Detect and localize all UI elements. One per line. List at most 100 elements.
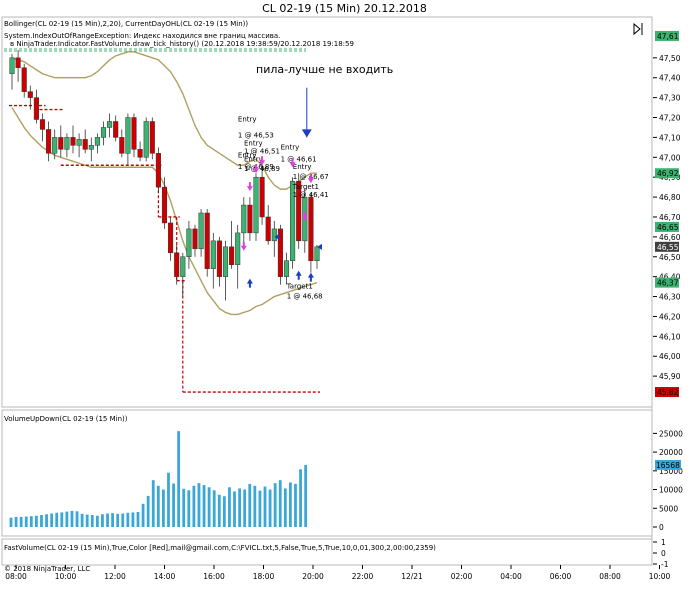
volume-bar bbox=[146, 495, 150, 527]
volume-axis-badge-label: 16568 bbox=[656, 461, 680, 470]
candle-body bbox=[314, 246, 320, 261]
volume-bar bbox=[75, 511, 79, 527]
volume-bar bbox=[283, 488, 287, 527]
panel-toggle-icon[interactable] bbox=[633, 22, 643, 36]
volume-panel-label: VolumeUpDown(CL 02-19 (15 Min)) bbox=[4, 415, 128, 423]
time-tick-label: 06:00 bbox=[550, 572, 572, 581]
volume-bar bbox=[35, 515, 38, 527]
candle-body bbox=[21, 67, 27, 92]
time-tick-label: 14:00 bbox=[154, 572, 176, 581]
indicator-label: Bollinger(CL 02-19 (15 Min),2,20), Curre… bbox=[4, 20, 248, 28]
price-y-tick-label: 46,80 bbox=[659, 193, 681, 202]
volume-y-tick-label: 25000 bbox=[659, 429, 683, 438]
volume-bar bbox=[121, 513, 125, 527]
time-tick-label: 22:00 bbox=[352, 572, 374, 581]
volume-bar bbox=[111, 513, 114, 527]
volume-bar bbox=[253, 485, 257, 527]
volume-bar bbox=[45, 514, 48, 527]
trade-label: Entry bbox=[238, 115, 257, 123]
annotation-text: пила-лучше не входить bbox=[256, 63, 393, 76]
fastvolume-y-tick-label: -1 bbox=[661, 560, 669, 569]
volume-bar bbox=[304, 464, 308, 527]
fastvolume-y-tick-label: 0 bbox=[661, 549, 666, 558]
volume-bar bbox=[273, 483, 277, 527]
volume-bar bbox=[151, 480, 155, 527]
candle-body bbox=[180, 256, 186, 277]
trade-marker-down-icon bbox=[259, 156, 266, 166]
candle-body bbox=[70, 137, 76, 146]
candle-body bbox=[149, 121, 155, 154]
annotation-arrow-head-icon bbox=[301, 129, 312, 138]
volume-y-tick-label: 10000 bbox=[659, 486, 683, 495]
price-y-tick-label: 47,40 bbox=[659, 74, 681, 83]
volume-y-tick-label: 5000 bbox=[659, 504, 678, 513]
price-y-tick-label: 47,00 bbox=[659, 153, 681, 162]
volume-bar bbox=[70, 510, 74, 527]
volume-bar bbox=[222, 496, 226, 527]
candle-body bbox=[131, 117, 137, 150]
volume-bar bbox=[60, 512, 64, 527]
candle-body bbox=[222, 246, 229, 277]
price-y-tick-label: 46,70 bbox=[659, 213, 681, 222]
volume-bar bbox=[156, 485, 160, 527]
volume-bar bbox=[24, 516, 28, 527]
volume-bar bbox=[263, 486, 267, 527]
trade-marker-up-icon bbox=[307, 272, 314, 282]
volume-bar bbox=[248, 483, 252, 527]
volume-bar bbox=[268, 489, 272, 527]
candle-body bbox=[113, 121, 119, 138]
volume-bar bbox=[177, 431, 181, 527]
window-title: CL 02-19 (15 Min) 20.12.2018 bbox=[262, 2, 427, 15]
volume-chart: 25000 20000 15000 10000 5000 0 16568 bbox=[9, 429, 683, 532]
candle-body bbox=[247, 204, 253, 234]
candle-body bbox=[137, 149, 143, 158]
trade-label: Target1 bbox=[292, 183, 319, 191]
volume-bar bbox=[50, 513, 54, 527]
price-axis-badge bbox=[655, 221, 679, 232]
volume-bar bbox=[289, 482, 292, 527]
volume-bar bbox=[187, 490, 191, 527]
volume-bar bbox=[162, 489, 165, 527]
price-axis-badge-label: 47,61 bbox=[657, 32, 679, 41]
candle-body bbox=[192, 228, 198, 250]
volume-bar bbox=[192, 485, 196, 527]
candle-body bbox=[235, 232, 241, 265]
trade-label: Entry bbox=[244, 139, 263, 147]
price-y-tick-label: 46,60 bbox=[659, 233, 681, 242]
trade-marker-left-icon bbox=[274, 233, 280, 240]
candle-body bbox=[100, 127, 107, 138]
time-tick-label: 04:00 bbox=[500, 572, 522, 581]
error-line-2: в NinjaTrader.Indicator.FastVolume.draw_… bbox=[10, 40, 354, 48]
volume-bar bbox=[40, 515, 43, 527]
volume-bar bbox=[141, 503, 145, 527]
trade-label: Entry bbox=[238, 151, 257, 159]
volume-bar bbox=[9, 517, 13, 527]
price-y-tick-label: 47,30 bbox=[659, 94, 681, 103]
volume-bar bbox=[228, 487, 231, 527]
price-axis-badge bbox=[655, 168, 679, 179]
volume-bar bbox=[29, 516, 33, 527]
volume-bar bbox=[212, 490, 216, 527]
candle-body bbox=[161, 186, 168, 224]
candle-body bbox=[52, 137, 58, 154]
volume-bar bbox=[197, 483, 201, 527]
trade-label: Entry bbox=[293, 163, 312, 171]
candle-body bbox=[241, 204, 247, 234]
volume-bar bbox=[90, 515, 94, 527]
price-axis-badge-label: 46,55 bbox=[657, 243, 679, 252]
volume-bar bbox=[19, 516, 23, 527]
candle-body bbox=[27, 91, 33, 98]
price-axis-badge bbox=[655, 241, 679, 252]
copyright: © 2018 NinjaTrader, LLC bbox=[4, 565, 90, 573]
trade-marker-left-icon bbox=[317, 243, 322, 250]
trade-label: Entry bbox=[281, 143, 300, 151]
candle-body bbox=[290, 180, 296, 261]
volume-bar bbox=[126, 512, 130, 527]
price-axis-badge-label: 46,92 bbox=[657, 169, 679, 178]
volume-bar bbox=[106, 513, 109, 527]
candle-body bbox=[174, 252, 180, 277]
candle-body bbox=[216, 240, 222, 277]
volume-bar bbox=[65, 511, 69, 527]
time-tick-label: 16:00 bbox=[203, 572, 225, 581]
